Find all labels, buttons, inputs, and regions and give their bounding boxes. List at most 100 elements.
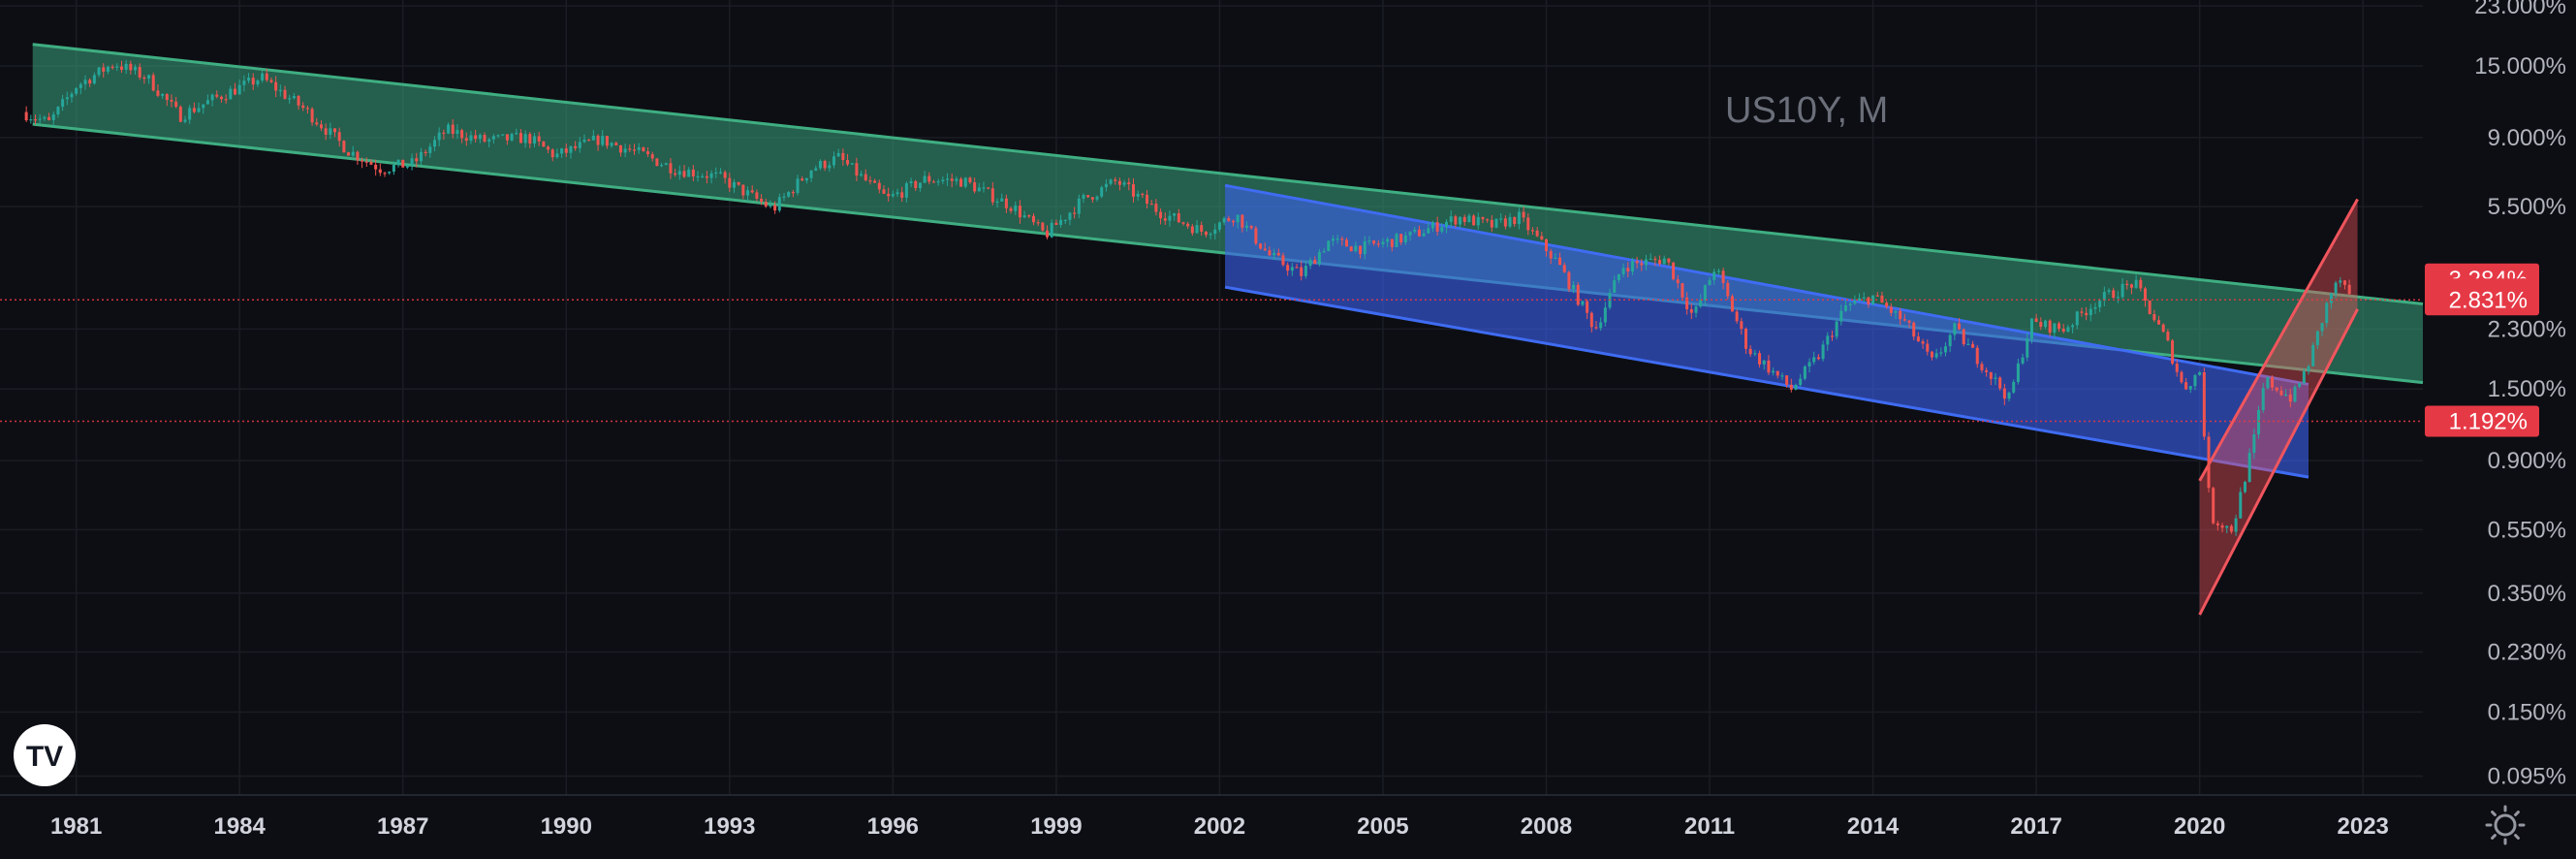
candle-body: [591, 135, 595, 141]
candle-body: [618, 144, 622, 153]
candle-body: [569, 145, 573, 153]
candle-body: [1554, 257, 1557, 259]
candle-body: [65, 97, 69, 100]
candle-body: [383, 173, 387, 175]
logo-circle: [14, 724, 76, 786]
candle-body: [1758, 353, 1762, 365]
candle-body: [1163, 218, 1167, 221]
candle-body: [1930, 351, 1933, 358]
y-axis: 23.000% 15.000% 9.000% 5.500% 2.300% 1.500% 0.…: [2474, 0, 2566, 789]
candle-body: [1789, 384, 1793, 390]
candle-body: [1980, 364, 1984, 370]
candle-body: [1667, 258, 1671, 263]
candle-body: [728, 177, 732, 188]
candle-body: [518, 133, 522, 143]
candle-body: [968, 177, 972, 183]
candle-body: [1186, 223, 1190, 227]
x-tick-label: 1984: [213, 813, 266, 840]
candle-body: [882, 189, 886, 194]
candle-body: [1381, 241, 1385, 244]
candle-body: [491, 136, 495, 140]
candle-body: [2089, 308, 2092, 316]
candle-body: [773, 205, 777, 211]
candle-body: [1486, 219, 1490, 221]
candle-body: [2157, 320, 2161, 325]
candle-body: [873, 180, 877, 183]
candle-body: [1716, 270, 1720, 272]
candle-body: [361, 160, 364, 162]
candle-body: [1826, 335, 1830, 345]
candle-body: [2129, 284, 2133, 288]
candle-body: [1567, 271, 1571, 290]
x-tick-label: 1996: [867, 813, 919, 840]
candle-body: [1753, 353, 1757, 355]
candle-body: [2252, 433, 2256, 454]
candle-body: [1494, 218, 1498, 228]
candle-body: [337, 132, 341, 142]
candle-body: [1685, 297, 1689, 309]
candle-body: [1154, 204, 1158, 212]
candle-body: [70, 93, 74, 98]
candle-body: [1694, 306, 1698, 313]
candle-body: [1681, 283, 1684, 298]
candle-body: [106, 66, 110, 72]
candle-body: [1018, 206, 1021, 218]
candle-body: [1000, 198, 1004, 202]
candle-body: [401, 159, 405, 168]
candle-body: [1254, 228, 1258, 244]
y-tick-label: 0.550%: [2488, 517, 2566, 543]
candle-body: [2048, 320, 2052, 334]
x-tick-label: 2011: [1684, 813, 1735, 840]
candle-body: [791, 192, 795, 194]
candle-body: [415, 158, 419, 162]
candle-body: [1975, 347, 1979, 365]
candle-body: [1740, 321, 1744, 330]
candle-body: [2148, 300, 2152, 315]
candle-body: [61, 99, 65, 108]
candle-body: [1114, 179, 1117, 181]
candle-body: [836, 152, 840, 157]
candle-body: [129, 63, 133, 71]
x-tick-label: 1993: [704, 813, 755, 840]
settings-icon[interactable]: [2485, 805, 2526, 845]
candle-body: [578, 142, 581, 148]
candle-body: [205, 100, 209, 105]
candle-body: [1022, 215, 1026, 218]
candle-body: [224, 99, 228, 101]
candles: [24, 59, 2351, 536]
candle-body: [2012, 381, 2016, 393]
candle-body: [2066, 327, 2070, 332]
candle-body: [2016, 363, 2020, 382]
candle-body: [610, 143, 613, 146]
candle-body: [1880, 295, 1884, 303]
candle-body: [687, 169, 691, 177]
x-tick-label: 2002: [1194, 813, 1245, 840]
candle-body: [1231, 220, 1235, 223]
candle-body: [2184, 382, 2188, 390]
candle-body: [1177, 213, 1180, 223]
candle-body: [75, 87, 79, 94]
candle-body: [723, 172, 727, 178]
candle-body: [1862, 297, 1866, 299]
candle-body: [1912, 322, 1916, 337]
candle-body: [174, 101, 178, 108]
candle-body: [1621, 268, 1625, 274]
candle-body: [1127, 182, 1131, 185]
candle-body: [1413, 229, 1417, 232]
price-badge-label: 2.831%: [2449, 287, 2528, 313]
candle-body: [51, 113, 55, 120]
candle-body: [102, 67, 106, 72]
candle-body: [1830, 335, 1834, 337]
candle-body: [1054, 222, 1058, 226]
candle-body: [1427, 228, 1430, 234]
candle-body: [1699, 300, 1703, 307]
candle-body: [528, 134, 532, 144]
x-tick-label: 2017: [2010, 813, 2061, 840]
candle-body: [2075, 311, 2079, 326]
candle-body: [650, 154, 654, 159]
logo[interactable]: TV: [14, 724, 76, 786]
candle-body: [1871, 295, 1875, 304]
candle-body: [1858, 298, 1862, 302]
candle-body: [305, 108, 309, 110]
